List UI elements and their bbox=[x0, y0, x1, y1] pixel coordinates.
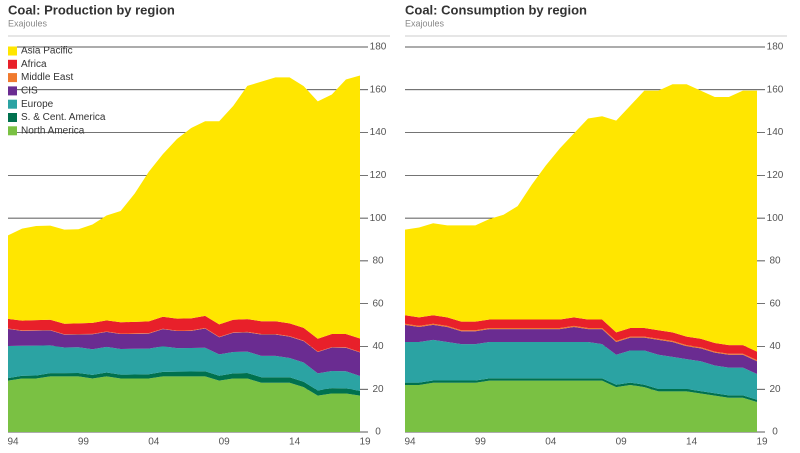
area bbox=[8, 371, 360, 396]
y-tick-label: 180 bbox=[767, 42, 784, 53]
y-tick-label: 100 bbox=[767, 213, 784, 224]
area bbox=[8, 328, 360, 353]
y-tick-label: 120 bbox=[370, 170, 387, 181]
y-tick-label: 80 bbox=[769, 256, 781, 267]
area bbox=[8, 75, 360, 339]
legend-swatch bbox=[8, 59, 17, 69]
y-tick-label: 0 bbox=[375, 427, 381, 438]
y-tick-label: 140 bbox=[767, 127, 784, 138]
x-tick-label: 94 bbox=[404, 437, 416, 448]
x-tick-label: 19 bbox=[359, 437, 371, 448]
y-tick-label: 140 bbox=[370, 127, 387, 138]
x-tick-label: 99 bbox=[475, 437, 487, 448]
y-tick-label: 40 bbox=[372, 341, 384, 352]
chart-title: Coal: Production by region bbox=[8, 2, 175, 17]
y-tick-label: 60 bbox=[372, 298, 384, 309]
legend-label: S. & Cent. America bbox=[21, 112, 106, 123]
legend-label: Europe bbox=[21, 99, 54, 110]
x-tick-label: 04 bbox=[148, 437, 160, 448]
area bbox=[8, 345, 360, 391]
y-tick-label: 0 bbox=[772, 427, 778, 438]
x-tick-label: 99 bbox=[78, 437, 90, 448]
area bbox=[405, 339, 757, 400]
area bbox=[405, 315, 757, 361]
area bbox=[405, 378, 757, 403]
area bbox=[405, 84, 757, 352]
legend-label: Africa bbox=[21, 59, 47, 70]
area bbox=[405, 324, 757, 375]
area bbox=[8, 328, 360, 376]
legend-swatch bbox=[8, 99, 17, 109]
y-tick-label: 60 bbox=[769, 298, 781, 309]
y-tick-label: 20 bbox=[769, 384, 781, 395]
y-tick-label: 80 bbox=[372, 256, 384, 267]
y-tick-label: 180 bbox=[370, 42, 387, 53]
legend-swatch bbox=[8, 73, 17, 83]
y-tick-label: 20 bbox=[372, 384, 384, 395]
area bbox=[405, 380, 757, 432]
x-tick-label: 04 bbox=[545, 437, 557, 448]
y-tick-label: 100 bbox=[370, 213, 387, 224]
x-tick-label: 19 bbox=[756, 437, 768, 448]
area bbox=[8, 315, 360, 353]
x-tick-label: 94 bbox=[7, 437, 19, 448]
legend-label: CIS bbox=[21, 86, 38, 97]
chart-subtitle: Exajoules bbox=[405, 18, 445, 28]
y-tick-label: 120 bbox=[767, 170, 784, 181]
x-tick-label: 14 bbox=[289, 437, 301, 448]
y-tick-label: 160 bbox=[370, 84, 387, 95]
legend-label: Middle East bbox=[21, 72, 73, 83]
legend-label: North America bbox=[21, 125, 85, 136]
x-tick-label: 09 bbox=[616, 437, 628, 448]
legend-swatch bbox=[8, 86, 17, 96]
y-tick-label: 40 bbox=[769, 341, 781, 352]
x-tick-label: 09 bbox=[219, 437, 231, 448]
area bbox=[8, 376, 360, 432]
chart-title: Coal: Consumption by region bbox=[405, 2, 587, 17]
legend-swatch bbox=[8, 113, 17, 122]
y-tick-label: 160 bbox=[767, 84, 784, 95]
legend-swatch bbox=[8, 46, 17, 56]
x-tick-label: 14 bbox=[686, 437, 698, 448]
legend-label: Asia Pacific bbox=[21, 46, 73, 57]
chart-subtitle: Exajoules bbox=[8, 18, 48, 28]
legend-swatch bbox=[8, 126, 17, 136]
